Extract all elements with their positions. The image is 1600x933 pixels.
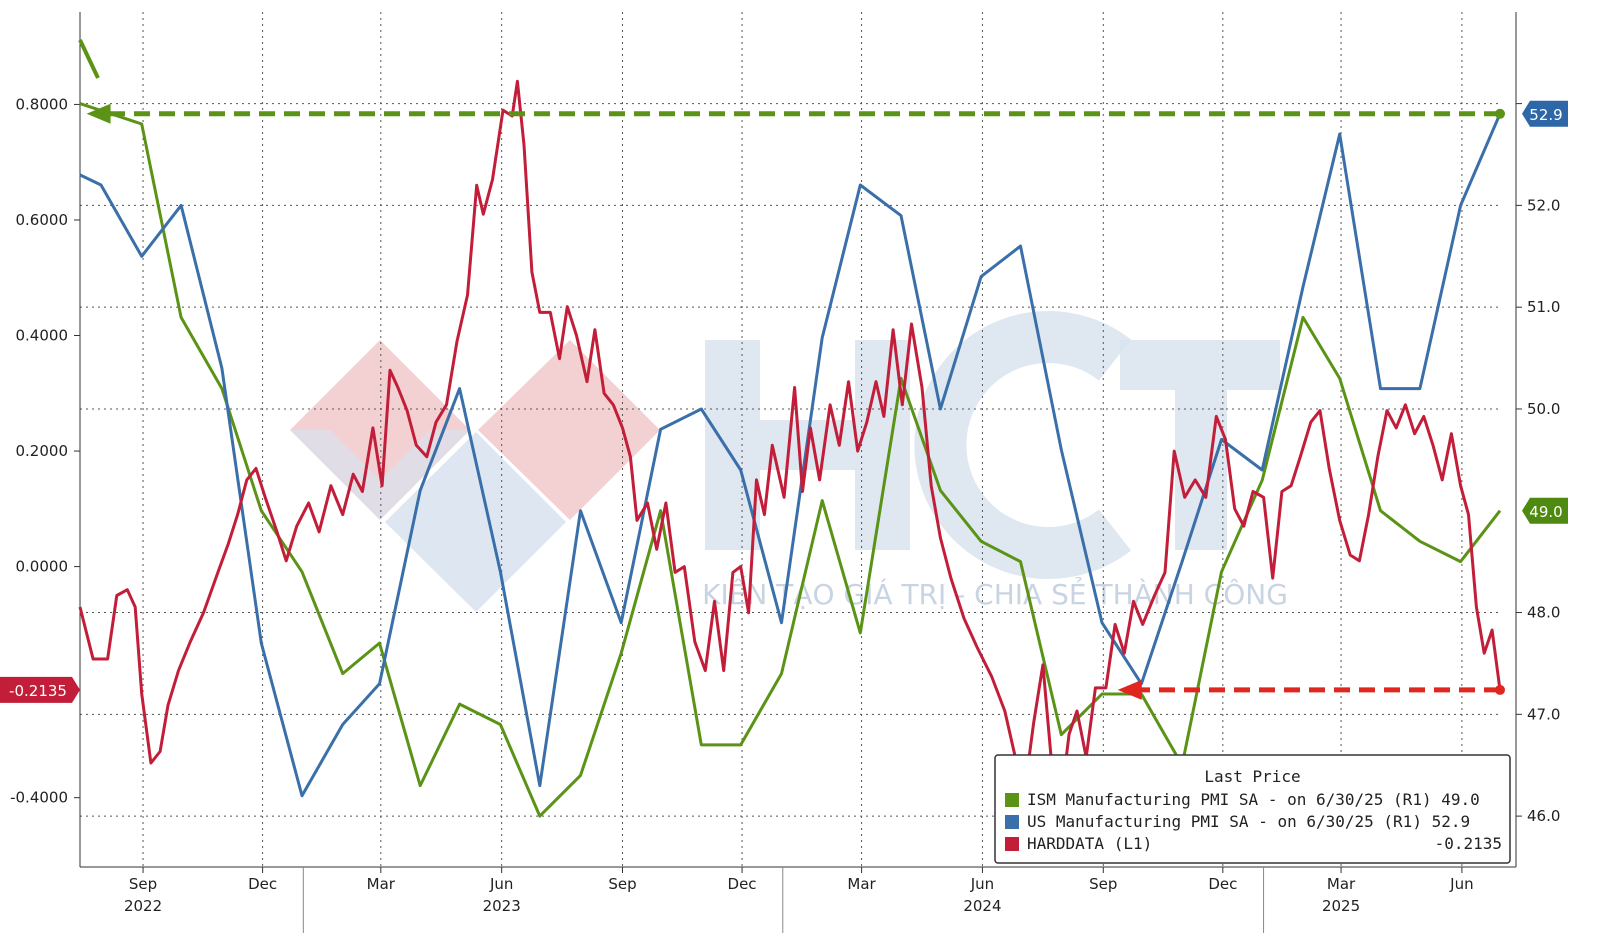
x-year-label: 2024 [963,897,1001,915]
legend-title: Last Price [1204,767,1300,786]
last-value-tag-ism [1522,497,1568,524]
watermark-diamond-bottom [385,432,566,612]
x-month-label: Mar [1327,875,1356,893]
right-tick-label: 46.0 [1527,807,1560,825]
x-year-label: 2023 [483,897,521,915]
reference-arrow-head-hard [1117,679,1142,700]
last-value-tags: 52.9 49.0 -0.2135 [0,100,1568,703]
watermark-letter-t-stem [1175,390,1227,550]
axes-frame [79,12,1517,868]
reference-arrow-end-ism [1495,108,1505,119]
right-tick-label: 50.0 [1527,400,1560,418]
left-tick-label: 0.2000 [16,442,69,460]
x-month-label: Sep [129,875,157,893]
x-month-label: Sep [1089,875,1117,893]
x-year-label: 2025 [1322,897,1360,915]
watermark-slogan: KIẾN TẠO GIÁ TRỊ - CHIA SẺ THÀNH CÔNG [702,574,1288,611]
series-line-hard [78,79,1502,800]
last-value-tag-us [1522,100,1568,127]
legend-box [994,754,1511,864]
last-value-tag-label-hard: -0.2135 [9,682,67,700]
x-month-label: Sep [608,875,636,893]
x-year-label: 2022 [124,897,162,915]
legend-swatch-hard [1005,837,1019,851]
watermark-letter-h-right [855,340,910,550]
left-tick-label: 0.6000 [16,211,69,229]
legend: Last Price ISM Manufacturing PMI SA - on … [994,754,1511,864]
x-month-label: Jun [1449,875,1473,893]
last-value-tag-label-us: 52.9 [1529,106,1562,124]
watermark-letter-t-top [1120,340,1280,390]
legend-entry-value-hard: -0.2135 [1435,834,1502,853]
right-tick-label: 47.0 [1527,705,1560,723]
x-month-label: Mar [367,875,396,893]
reference-arrows [78,39,1505,700]
watermark-diamond-shadow [290,430,470,520]
x-month-label: Dec [248,875,277,893]
right-tick-label: 51.0 [1527,298,1560,316]
x-month-label: Jun [970,875,994,893]
series-line-us [79,113,1502,798]
x-axis: Sep Dec Mar Jun Sep Dec Mar Jun Sep Dec Mar Jun 2022… [124,867,1474,933]
legend-swatch-ism [1005,793,1019,807]
left-tick-label: 0.0000 [16,558,69,576]
watermark-diamond-right [478,340,660,520]
x-month-label: Dec [728,875,757,893]
series-line-ism [79,102,1502,818]
left-tick-label: -0.4000 [10,789,68,807]
watermark-letter-c [914,311,1131,579]
last-value-tag-label-ism: 49.0 [1529,503,1562,521]
reference-arrow-end-hard [1495,684,1505,695]
ism-start-pointer [78,39,100,79]
right-tick-label: 48.0 [1527,604,1560,622]
right-tick-label: 52.0 [1527,196,1560,214]
left-tick-label: 0.4000 [16,327,69,345]
legend-swatch-us [1005,815,1019,829]
legend-entry-ism: ISM Manufacturing PMI SA - on 6/30/25 (R… [1027,790,1480,809]
legend-entry-us: US Manufacturing PMI SA - on 6/30/25 (R1… [1027,812,1470,831]
legend-entry-hard: HARDDATA (L1) [1027,834,1152,853]
reference-arrow-head-ism [86,103,111,124]
x-month-label: Mar [847,875,876,893]
x-month-label: Jun [489,875,513,893]
series-group [78,79,1502,818]
watermark-letter-h-left [705,340,760,550]
right-axis: 52.0 51.0 50.0 48.0 47.0 46.0 [1516,103,1560,825]
last-value-tag-hard [0,676,80,703]
x-month-label: Dec [1208,875,1237,893]
left-axis: 0.8000 0.6000 0.4000 0.2000 0.0000 -0.4000 [10,95,80,807]
left-tick-label: 0.8000 [16,95,69,113]
